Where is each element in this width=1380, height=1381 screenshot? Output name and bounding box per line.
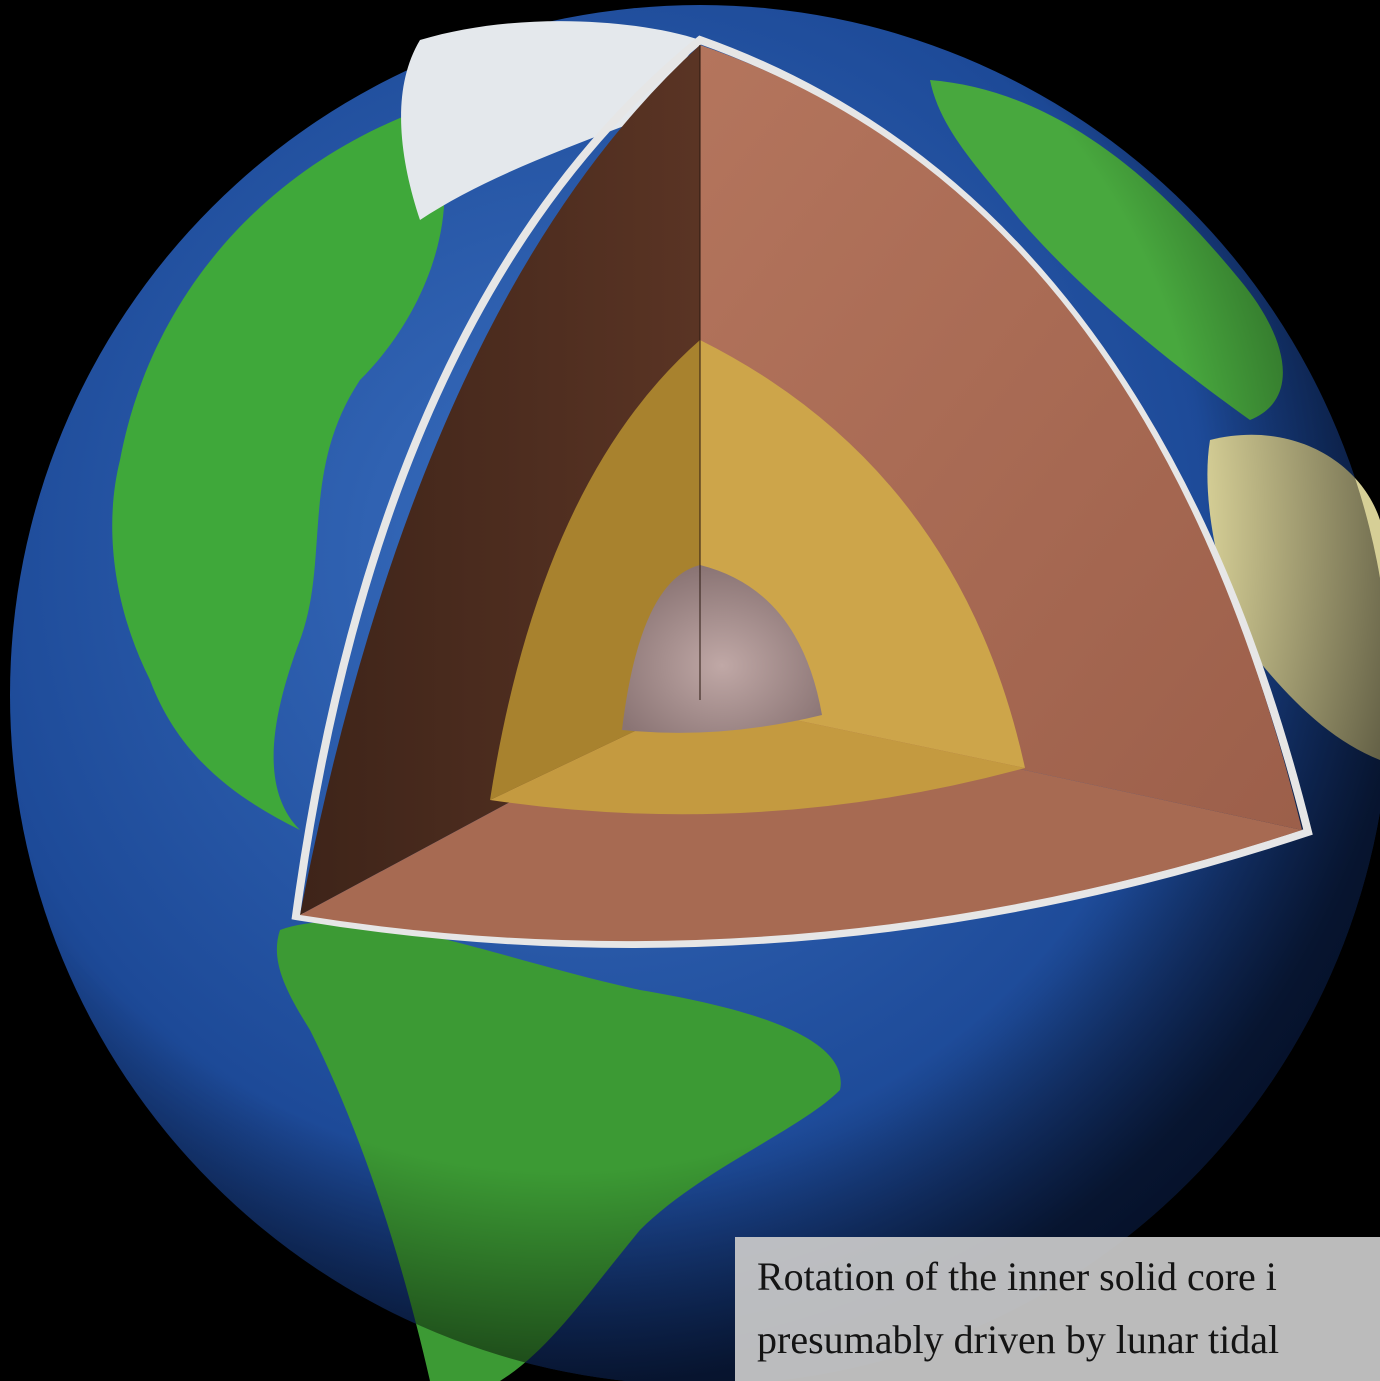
outer-core-bottom <box>490 700 1025 815</box>
mantle-bottom-face <box>300 700 1302 942</box>
crust-rim <box>291 35 1313 948</box>
caption-line: presumably driven by lunar tidal <box>757 1317 1279 1362</box>
caption-box <box>735 1237 1380 1381</box>
caption-line: Rotation of the inner solid core i <box>757 1254 1277 1299</box>
inner-core <box>622 565 822 733</box>
